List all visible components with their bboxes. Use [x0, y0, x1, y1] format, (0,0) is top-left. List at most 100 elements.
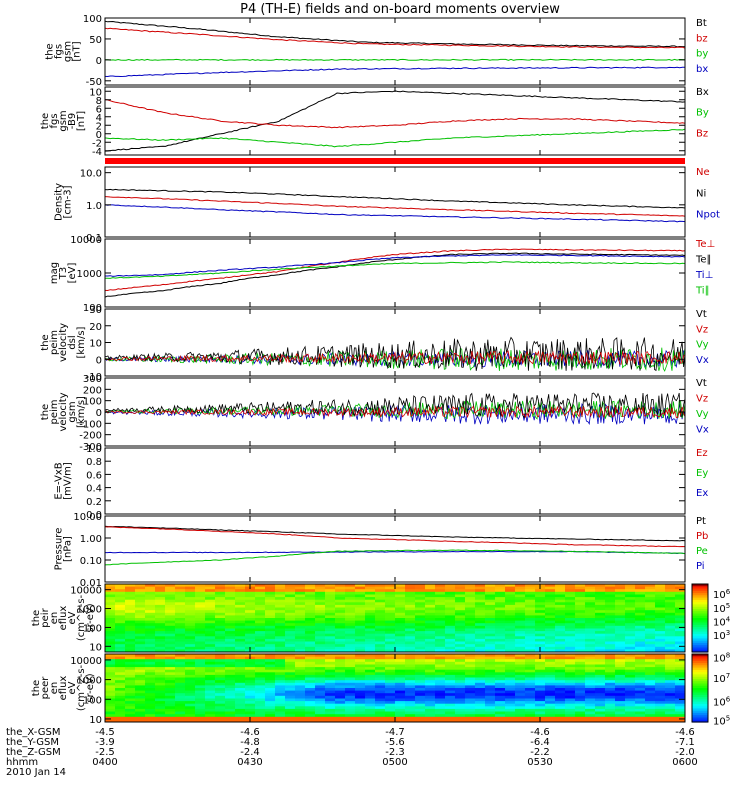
- spectrogram-cell: [355, 654, 366, 658]
- spectrogram-cell: [605, 688, 616, 692]
- spectrogram-cell: [235, 599, 246, 603]
- spectrogram-cell: [665, 607, 676, 611]
- spectrogram-cell: [175, 604, 186, 609]
- spectrogram-cell: [285, 641, 296, 645]
- spectrogram-cell: [365, 685, 376, 689]
- spectrogram-cell: [155, 685, 166, 689]
- spectrogram-cell: [275, 677, 286, 681]
- spectrogram-cell: [315, 602, 326, 606]
- spectrogram-cell: [505, 677, 516, 681]
- spectrogram-cell: [605, 610, 616, 614]
- spectrogram-cell: [225, 591, 236, 595]
- spectrogram-cell: [405, 586, 416, 590]
- spectrogram-cell: [175, 656, 186, 660]
- spectrogram-cell: [545, 695, 556, 699]
- spectrogram-cell: [135, 628, 146, 632]
- spectrogram-cell: [145, 615, 156, 619]
- spectrogram-cell: [605, 638, 616, 643]
- spectrogram-cell: [505, 625, 516, 629]
- spectrogram-cell: [445, 711, 456, 715]
- spectrogram-cell: [515, 636, 526, 640]
- spectrogram-cell: [465, 633, 476, 637]
- spectrogram-cell: [265, 636, 276, 640]
- spectrogram-cell: [395, 656, 406, 660]
- spectrogram-cell: [565, 669, 576, 673]
- colorbar-frame: [691, 583, 709, 653]
- spectrogram-cell: [295, 706, 306, 710]
- spectrogram-cell: [205, 708, 216, 713]
- spectrogram-cell: [415, 646, 426, 650]
- y-tick-label: 0.6: [86, 470, 102, 481]
- spectrogram-cell: [565, 618, 576, 622]
- spectrogram-cell: [285, 646, 296, 650]
- spectrogram-cell: [255, 623, 266, 627]
- spectrogram-cell: [425, 701, 436, 705]
- spectrogram-cell: [155, 661, 166, 665]
- colorbar-step: [692, 685, 708, 689]
- spectrogram-cell: [355, 636, 366, 640]
- spectrogram-cell: [255, 698, 266, 702]
- spectrogram-cell: [105, 599, 116, 603]
- spectrogram-cell: [515, 708, 526, 713]
- spectrogram-cell: [605, 661, 616, 665]
- spectrogram-cell: [475, 719, 486, 722]
- series-line: [105, 336, 685, 372]
- spectrogram-cell: [135, 620, 146, 624]
- spectrogram-cell: [665, 698, 676, 702]
- spectrogram-cell: [275, 682, 286, 686]
- spectrogram-cell: [385, 680, 396, 684]
- spectrogram-cell: [665, 584, 676, 588]
- spectrogram-cell: [235, 633, 246, 637]
- spectrogram-cell: [265, 661, 276, 665]
- spectrogram-cell: [565, 708, 576, 713]
- spectrogram-cell: [595, 654, 606, 658]
- spectrogram-cell: [195, 677, 206, 681]
- spectrogram-cell: [205, 591, 216, 595]
- spectrogram-cell: [515, 620, 526, 624]
- spectrogram-cell: [485, 623, 496, 627]
- spectrogram-cell: [385, 714, 396, 718]
- spectrogram-cell: [235, 656, 246, 660]
- spectrogram-cell: [445, 708, 456, 713]
- spectrogram-cell: [345, 654, 356, 658]
- spectrogram-cell: [415, 633, 426, 637]
- spectrogram-cell: [295, 714, 306, 718]
- spectrogram-cell: [135, 701, 146, 705]
- spectrogram-cell: [365, 680, 376, 684]
- spectrogram-cell: [305, 656, 316, 660]
- spectrogram-cell: [485, 599, 496, 603]
- spectrogram-cell: [395, 646, 406, 650]
- spectrogram-cell: [565, 591, 576, 595]
- spectrogram-cell: [415, 701, 426, 705]
- spectrogram-cell: [545, 646, 556, 650]
- spectrogram-cell: [365, 716, 376, 720]
- spectrogram-cell: [435, 654, 446, 658]
- spectrogram-cell: [445, 654, 456, 658]
- spectrogram-cell: [635, 685, 646, 689]
- spectrogram-cell: [275, 638, 286, 643]
- spectrogram-cell: [245, 615, 256, 619]
- spectrogram-cell: [175, 708, 186, 713]
- spectrogram-cell: [675, 586, 685, 590]
- spectrogram-cell: [405, 716, 416, 720]
- spectrogram-cell: [315, 638, 326, 643]
- spectrogram-cell: [365, 672, 376, 676]
- spectrogram-cell: [485, 664, 496, 668]
- spectrogram-cell: [255, 706, 266, 710]
- spectrogram-cell: [525, 693, 536, 697]
- spectrogram-cell: [595, 610, 606, 614]
- spectrogram-cell: [145, 620, 156, 624]
- spectrogram-cell: [455, 625, 466, 629]
- spectrogram-cell: [295, 591, 306, 595]
- spectrogram-cell: [235, 669, 246, 673]
- spectrogram-cell: [465, 644, 476, 648]
- spectrogram-cell: [515, 591, 526, 595]
- spectrogram-cell: [205, 685, 216, 689]
- spectrogram-cell: [335, 594, 346, 598]
- spectrogram-cell: [475, 644, 486, 648]
- spectrogram-cell: [395, 607, 406, 611]
- spectrogram-cell: [675, 693, 685, 697]
- spectrogram-cell: [285, 625, 296, 629]
- spectrogram-cell: [655, 620, 666, 624]
